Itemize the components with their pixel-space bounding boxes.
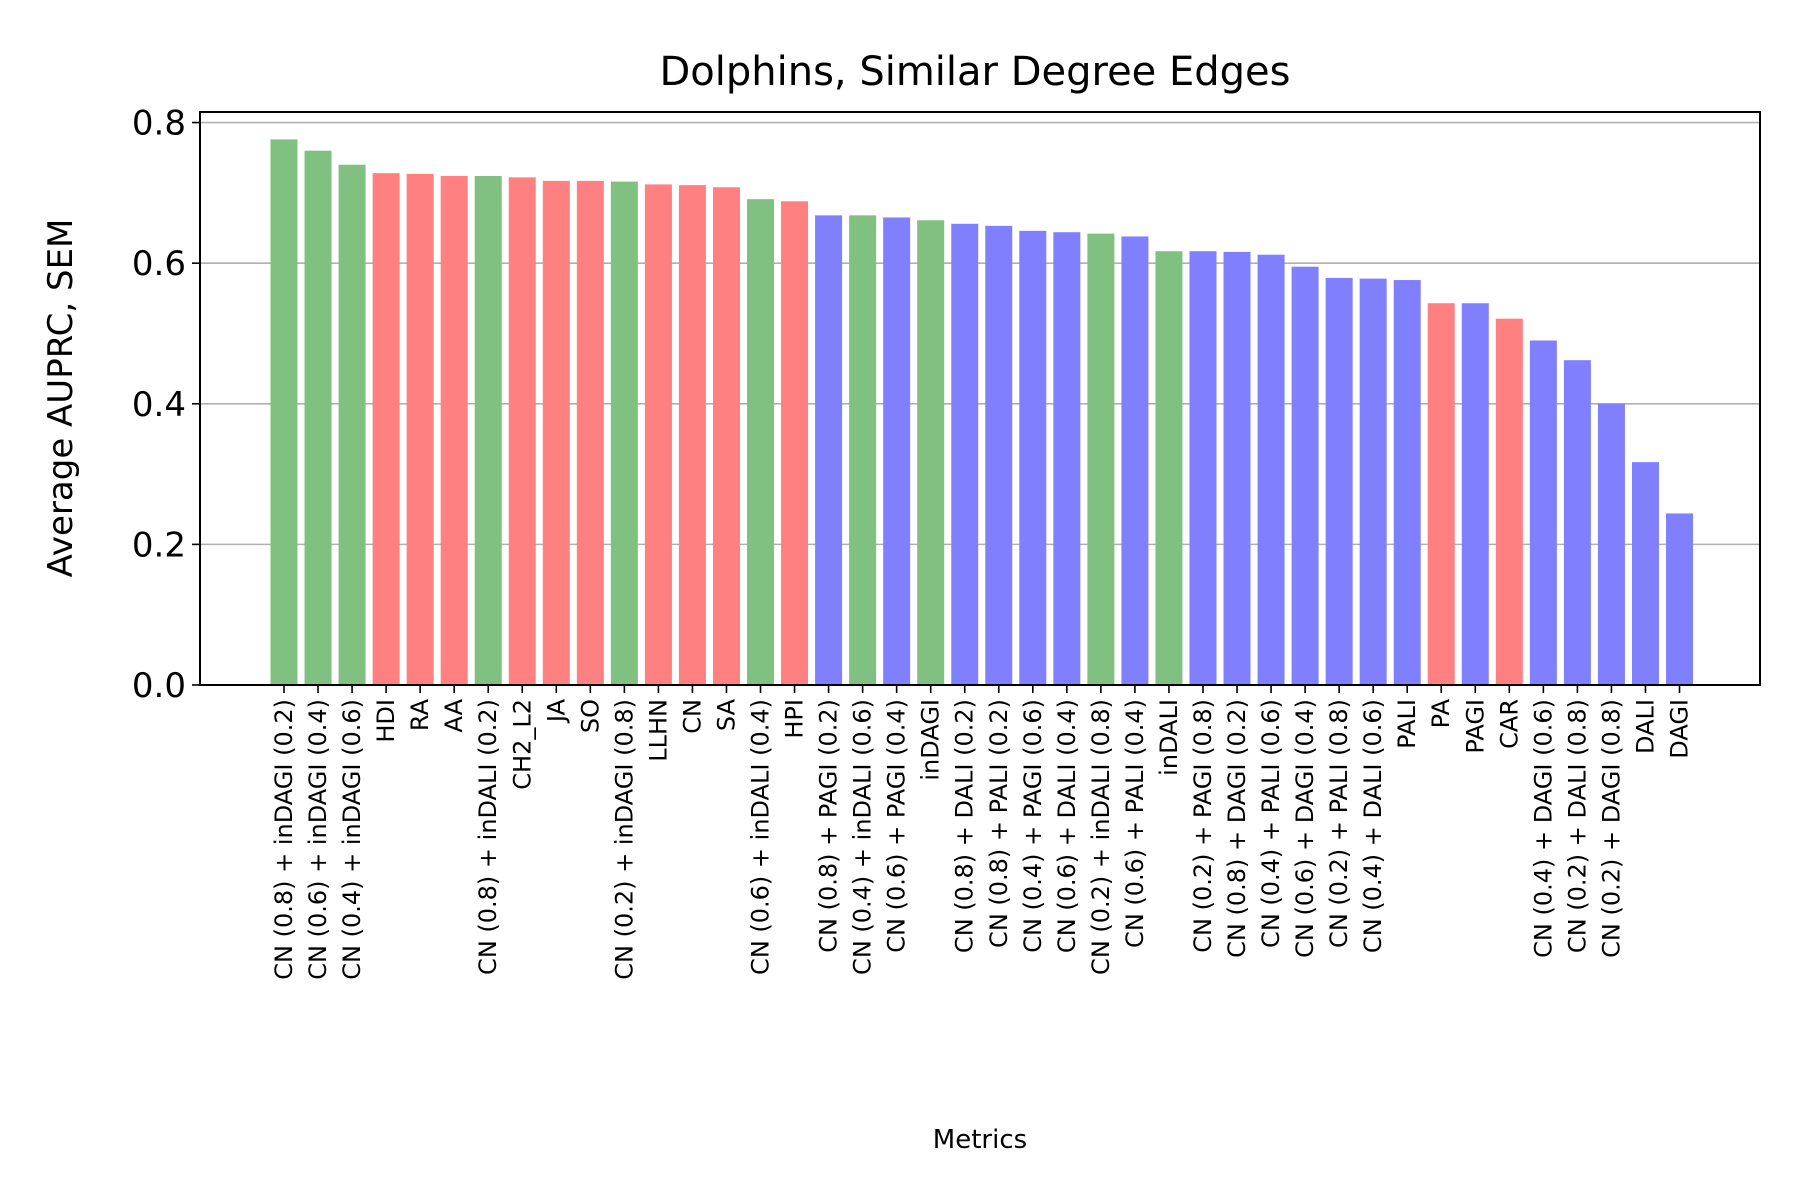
y-axis-ticks: 0.0 0.2 0.4 0.6 0.8 xyxy=(132,104,200,706)
x-tick-label: RA xyxy=(406,698,434,731)
plot-frame xyxy=(199,111,1761,686)
x-tick-label: CN (0.2) + DALI (0.8) xyxy=(1563,699,1591,953)
x-tick-label: PAGI xyxy=(1461,699,1489,754)
x-tick-label: PALI xyxy=(1393,699,1421,749)
x-tick-label: CN (0.8) + inDALI (0.2) xyxy=(474,699,502,975)
bar xyxy=(815,215,843,685)
bar xyxy=(304,150,332,686)
bar xyxy=(1563,360,1591,685)
x-tick-label: CN (0.6) + DAGI (0.4) xyxy=(1291,699,1319,958)
x-tick-label: CN (0.6) + inDAGI (0.4) xyxy=(304,699,332,980)
bar xyxy=(1155,251,1183,685)
grid-lines xyxy=(200,121,1760,546)
x-tick-label: CAR xyxy=(1495,699,1523,749)
bar xyxy=(1495,318,1523,685)
y-axis-label: Average AUPRC, SEM xyxy=(41,219,81,578)
x-tick-label: CN (0.4) + DALI (0.6) xyxy=(1359,699,1387,953)
x-tick-label: CN (0.8) + DAGI (0.2) xyxy=(1223,699,1251,958)
x-tick-label: CN (0.6) + PAGI (0.4) xyxy=(883,699,911,953)
bar xyxy=(883,217,911,685)
x-tick-label: CN (0.4) + PALI (0.6) xyxy=(1257,699,1285,948)
bar xyxy=(1121,236,1149,686)
x-tick-label: PA xyxy=(1427,698,1455,728)
bar xyxy=(917,220,945,685)
x-tick-label: SA xyxy=(712,698,740,731)
y-tick-label: 0.6 xyxy=(132,244,186,284)
bar xyxy=(1359,278,1387,685)
x-tick-label: CN (0.8) + inDAGI (0.2) xyxy=(270,699,298,980)
y-tick-label: 0.0 xyxy=(132,666,186,706)
bar xyxy=(1325,277,1353,685)
y-tick-label: 0.4 xyxy=(132,385,186,425)
bar xyxy=(985,225,1013,686)
bar xyxy=(474,175,502,686)
x-tick-label: CN (0.6) + PALI (0.4) xyxy=(1121,699,1149,948)
x-tick-label: CN (0.4) + PAGI (0.6) xyxy=(1019,699,1047,953)
x-tick-label: CN (0.2) + DAGI (0.8) xyxy=(1597,699,1625,958)
bar xyxy=(644,184,672,685)
x-tick-label: CN (0.2) + inDALI (0.8) xyxy=(1087,699,1115,975)
x-tick-label: inDAGI xyxy=(917,699,945,781)
bar xyxy=(1666,513,1693,685)
x-tick-label: HPI xyxy=(781,699,809,739)
x-tick-label: CN (0.6) + inDALI (0.4) xyxy=(747,699,775,975)
x-tick-label: CN (0.8) + PAGI (0.2) xyxy=(815,699,843,953)
bar xyxy=(849,215,877,685)
x-tick-label: DALI xyxy=(1631,699,1659,754)
x-tick-label: CN (0.2) + PALI (0.8) xyxy=(1325,699,1353,948)
x-tick-label: CN (0.4) + inDAGI (0.6) xyxy=(338,699,366,980)
x-tick-label: CN xyxy=(678,699,706,734)
bar xyxy=(542,180,570,685)
bar xyxy=(1529,340,1557,685)
y-tick-label: 0.8 xyxy=(132,104,186,144)
x-tick-label: AA xyxy=(440,698,468,732)
bar xyxy=(1427,303,1455,685)
x-tick-label: CN (0.4) + DAGI (0.6) xyxy=(1529,699,1557,958)
x-tick-label: inDALI xyxy=(1155,699,1183,776)
bar xyxy=(338,164,366,686)
bar xyxy=(1257,254,1285,685)
bar xyxy=(712,187,740,686)
bar xyxy=(1291,266,1319,685)
bar xyxy=(1597,403,1625,685)
bar xyxy=(406,173,434,685)
bar xyxy=(747,199,775,686)
bars xyxy=(270,139,1693,686)
bar xyxy=(508,177,536,686)
x-tick-label: CN (0.8) + PALI (0.2) xyxy=(985,699,1013,948)
x-tick-label: HDI xyxy=(372,699,400,743)
bar xyxy=(372,173,400,685)
x-tick-label: LLHN xyxy=(644,699,672,762)
x-axis-ticks: CN (0.8) + inDAGI (0.2) CN (0.6) + inDAGI… xyxy=(270,685,1694,980)
x-tick-label: CN (0.6) + DALI (0.4) xyxy=(1053,699,1081,953)
x-tick-label: CN (0.4) + inDALI (0.6) xyxy=(849,699,877,975)
x-tick-label: JA xyxy=(542,698,570,724)
bar xyxy=(1393,280,1421,685)
bar xyxy=(1631,462,1659,685)
bar xyxy=(951,223,979,686)
bar xyxy=(781,201,809,686)
bar xyxy=(1087,233,1115,685)
chart-title: Dolphins, Similar Degree Edges xyxy=(659,49,1290,95)
x-tick-label: CN (0.2) + inDAGI (0.8) xyxy=(610,699,638,980)
bar xyxy=(678,185,706,685)
x-tick-label: CH2_L2 xyxy=(508,699,536,790)
bar xyxy=(440,175,468,686)
bar xyxy=(1189,251,1217,685)
x-tick-label: CN (0.2) + PAGI (0.8) xyxy=(1189,699,1217,953)
bar xyxy=(1053,232,1081,685)
x-axis-label: Metrics xyxy=(933,1125,1027,1155)
x-tick-label: SO xyxy=(576,699,604,733)
x-tick-label: DAGI xyxy=(1666,699,1694,759)
bar xyxy=(576,180,604,685)
bar xyxy=(270,139,298,686)
bar xyxy=(1461,303,1489,685)
y-tick-label: 0.2 xyxy=(132,525,186,565)
x-tick-label: CN (0.8) + DALI (0.2) xyxy=(951,699,979,953)
bar xyxy=(610,181,638,685)
bar xyxy=(1223,251,1251,685)
bar xyxy=(1019,230,1047,685)
